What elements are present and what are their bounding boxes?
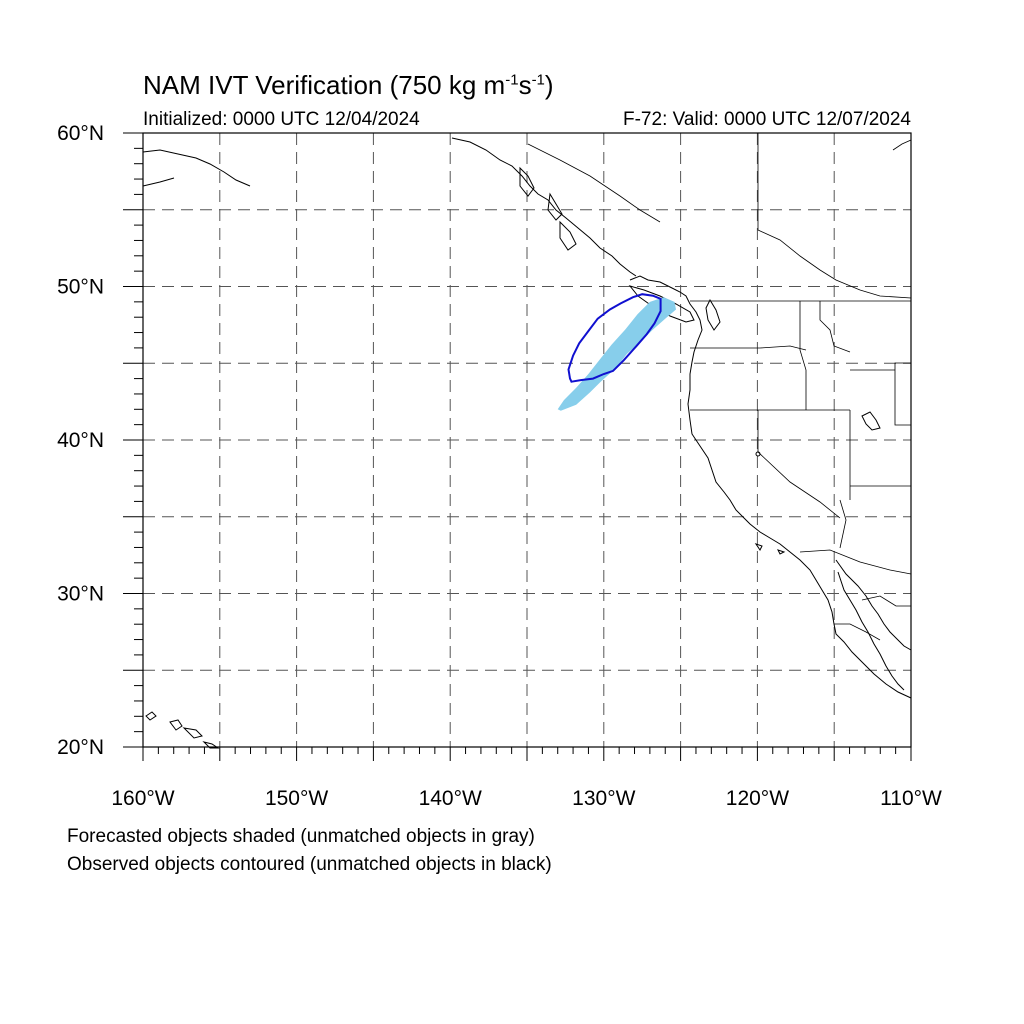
political-border xyxy=(839,499,847,549)
coastline xyxy=(547,192,563,221)
coastline xyxy=(451,137,637,277)
lat-label: 20°N xyxy=(57,736,104,759)
coastline-and-borders xyxy=(142,133,912,749)
coastline xyxy=(835,559,912,651)
coastline xyxy=(837,571,905,691)
ivt-objects xyxy=(557,293,676,411)
axis-ticks xyxy=(123,132,912,761)
political-border xyxy=(757,410,841,519)
lon-label: 120°W xyxy=(726,787,789,810)
coastline xyxy=(142,149,251,187)
coastline xyxy=(559,220,577,251)
political-border xyxy=(690,345,807,351)
coastline xyxy=(777,549,786,555)
political-border xyxy=(819,301,851,353)
observed-note: Observed objects contoured (unmatched ob… xyxy=(67,854,552,875)
lat-label: 40°N xyxy=(57,429,104,452)
lat-label: 50°N xyxy=(57,276,104,299)
coastline xyxy=(754,543,763,551)
lake-tahoe xyxy=(755,451,761,457)
political-border xyxy=(527,143,661,223)
great-salt-lake xyxy=(861,411,881,431)
initialized-time: Initialized: 0000 UTC 12/04/2024 xyxy=(143,109,420,130)
political-border xyxy=(757,133,912,299)
coastline xyxy=(628,285,695,323)
lon-label: 110°W xyxy=(880,787,942,810)
axis-labels: 60°N 50°N 40°N 30°N 20°N 160°W 150°W 140°W 130°W… xyxy=(57,122,942,810)
political-border xyxy=(861,595,911,607)
lon-label: 140°W xyxy=(419,787,482,810)
lat-lon-grid xyxy=(143,133,911,747)
forecast-object-shaded xyxy=(557,297,676,411)
forecast-note: Forecasted objects shaded (unmatched obj… xyxy=(67,826,535,847)
lat-label: 30°N xyxy=(57,583,104,606)
lat-label: 60°N xyxy=(57,122,104,145)
political-border xyxy=(834,623,881,641)
political-border xyxy=(894,362,912,426)
coastline xyxy=(169,719,183,731)
lon-label: 160°W xyxy=(111,787,174,810)
political-border xyxy=(799,301,807,410)
valid-time: F-72: Valid: 0000 UTC 12/07/2024 xyxy=(623,109,911,130)
lon-label: 150°W xyxy=(265,787,328,810)
coastline xyxy=(519,166,535,197)
political-border xyxy=(799,549,912,575)
coastline xyxy=(202,741,220,749)
coastline xyxy=(705,298,721,331)
coastline xyxy=(629,275,912,699)
lon-label: 130°W xyxy=(572,787,635,810)
chart-title: NAM IVT Verification (750 kg m-1s-1) xyxy=(143,70,554,100)
coastline xyxy=(182,727,203,739)
political-border xyxy=(892,139,912,151)
coastline xyxy=(145,711,157,721)
observed-object-contour xyxy=(567,293,662,383)
